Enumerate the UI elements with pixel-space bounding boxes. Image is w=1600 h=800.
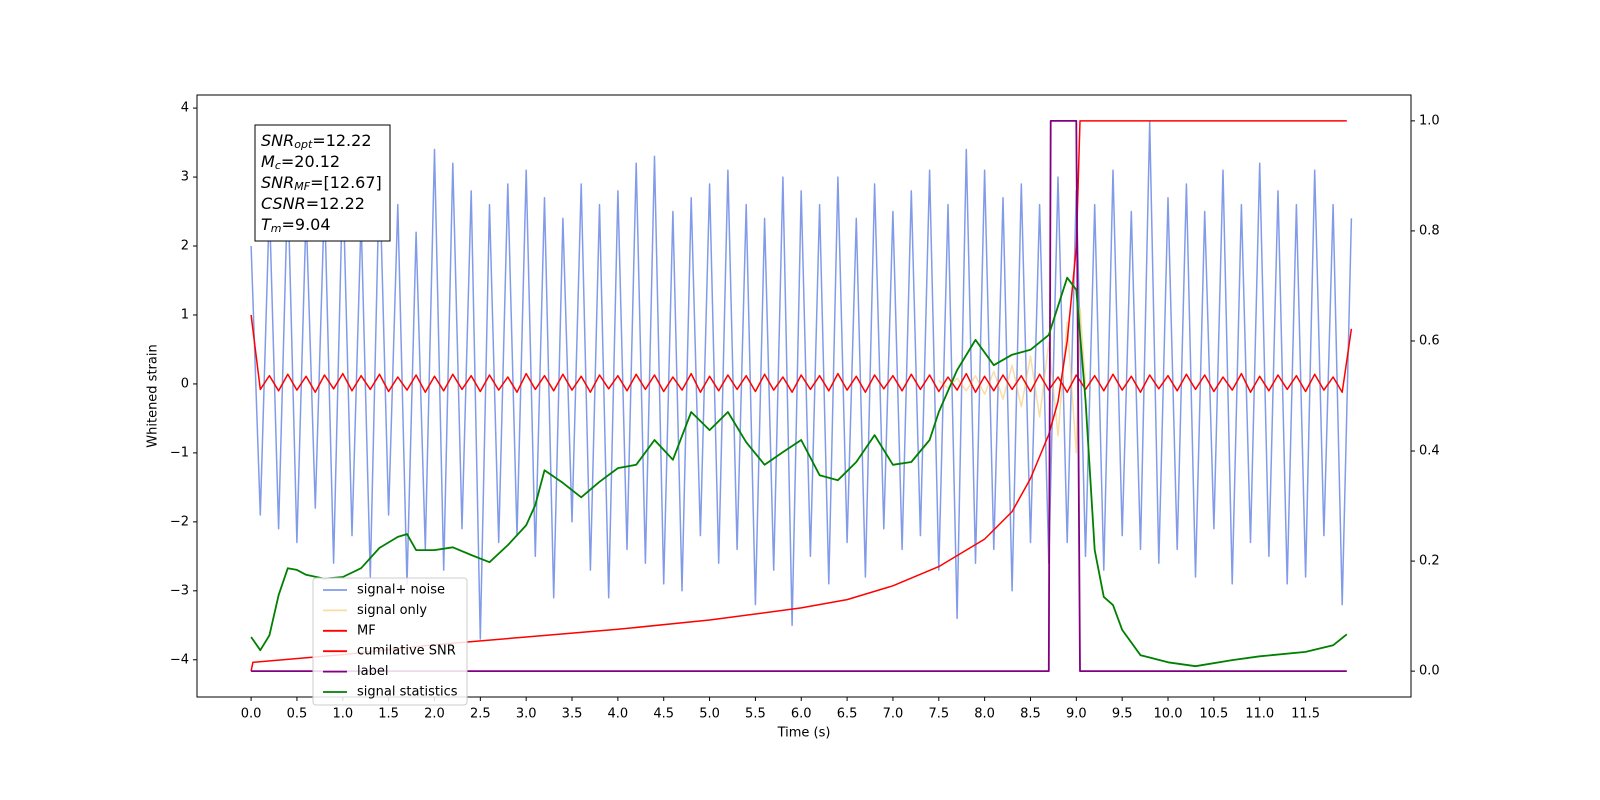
legend-label: signal only: [357, 603, 427, 618]
x-tick-label: 6.0: [791, 707, 812, 722]
annotation-variable: M: [261, 152, 275, 171]
x-tick-label: 3.0: [516, 707, 537, 722]
annotation-text: CSNR=12.22: [261, 194, 365, 213]
legend-label: label: [357, 664, 388, 679]
annotation-value: =[12.67]: [310, 173, 382, 192]
x-tick-label: 0.0: [241, 707, 262, 722]
series-line: [250, 314, 1353, 393]
x-tick-label: 7.5: [928, 707, 949, 722]
annotation-subscript: opt: [294, 138, 313, 151]
x-tick-label: 1.0: [332, 707, 353, 722]
y2-tick-label: 1.0: [1419, 113, 1440, 128]
y2-tick-label: 0.8: [1419, 223, 1440, 238]
annotation-subscript: c: [275, 159, 281, 172]
annotation-value: =20.12: [281, 152, 340, 171]
x-tick-label: 2.5: [470, 707, 491, 722]
x-tick-label: 1.5: [378, 707, 399, 722]
series-line: [250, 276, 1348, 668]
y2-tick-label: 0.2: [1419, 554, 1440, 569]
x-tick-label: 4.0: [608, 707, 629, 722]
legend-label: signal statistics: [357, 685, 458, 700]
annotation-variable: SNR: [261, 173, 294, 192]
x-tick-label: 4.5: [653, 707, 674, 722]
series-line: [250, 121, 1353, 640]
annotation-value: =9.04: [282, 215, 331, 234]
annotation-value: =12.22: [306, 194, 365, 213]
annotation-text: SNRopt=12.22: [261, 131, 372, 152]
x-tick-label: 5.0: [699, 707, 720, 722]
x-tick-label: 10.0: [1154, 707, 1183, 722]
y-tick-label: 2: [181, 239, 189, 254]
annotation-variable: CSNR: [261, 194, 306, 213]
annotation-box: [254, 124, 391, 242]
x-tick-label: 7.0: [883, 707, 904, 722]
y-tick-label: 4: [181, 101, 189, 116]
series-line: [938, 307, 1087, 454]
y-tick-label: −1: [170, 445, 189, 460]
annotation-subscript: m: [271, 222, 282, 235]
x-tick-label: 9.0: [1066, 707, 1087, 722]
y-tick-label: 0: [181, 376, 189, 391]
annotation-value: =12.22: [312, 131, 371, 150]
y2-tick-label: 0.4: [1419, 444, 1440, 459]
x-tick-label: 2.0: [424, 707, 445, 722]
annotation-variable: SNR: [261, 131, 294, 150]
x-tick-label: 6.5: [837, 707, 858, 722]
x-tick-label: 11.5: [1291, 707, 1320, 722]
x-tick-label: 8.0: [974, 707, 995, 722]
plot-frame: [196, 94, 1412, 698]
x-tick-label: 3.5: [562, 707, 583, 722]
y2-tick-label: 0.0: [1419, 664, 1440, 679]
x-tick-label: 11.0: [1245, 707, 1274, 722]
annotation-variable: T: [261, 215, 272, 234]
legend-box: [312, 577, 468, 706]
y-tick-label: 3: [181, 170, 189, 185]
x-axis-label: Time (s): [777, 726, 831, 741]
x-tick-label: 5.5: [745, 707, 766, 722]
y-tick-label: −4: [170, 652, 189, 667]
y-tick-label: 1: [181, 307, 189, 322]
y-axis-label: Whitened strain: [146, 344, 161, 447]
legend-label: cumilative SNR: [357, 644, 456, 659]
x-tick-label: 10.5: [1199, 707, 1228, 722]
x-tick-label: 0.5: [287, 707, 308, 722]
x-tick-label: 8.5: [1020, 707, 1041, 722]
annotation-subscript: MF: [294, 180, 310, 193]
series-line: [251, 120, 1347, 672]
legend-label: signal+ noise: [357, 583, 445, 598]
annotation-text: Tm=9.04: [261, 215, 331, 236]
legend-label: MF: [357, 623, 376, 638]
annotation-text: Mc=20.12: [261, 152, 340, 173]
x-tick-label: 9.5: [1112, 707, 1133, 722]
y2-tick-label: 0.6: [1419, 333, 1440, 348]
y-tick-label: −2: [170, 514, 189, 529]
y-tick-label: −3: [170, 583, 189, 598]
annotation-text: SNRMF=[12.67]: [261, 173, 382, 194]
